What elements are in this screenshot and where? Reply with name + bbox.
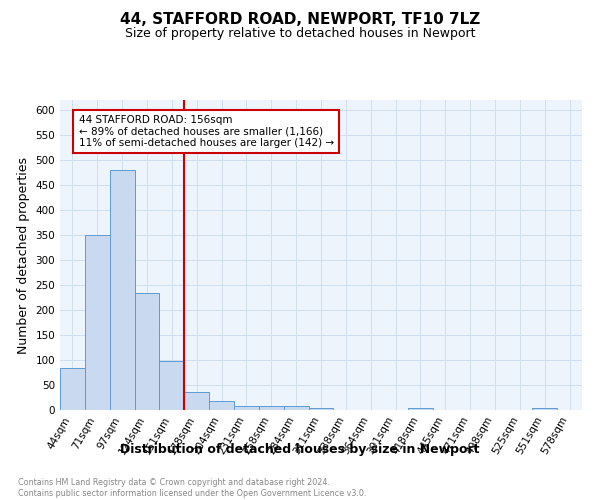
Text: Distribution of detached houses by size in Newport: Distribution of detached houses by size … <box>120 442 480 456</box>
Bar <box>209 401 234 410</box>
Text: Size of property relative to detached houses in Newport: Size of property relative to detached ho… <box>125 28 475 40</box>
Bar <box>184 392 209 410</box>
Bar <box>160 361 184 410</box>
Y-axis label: Number of detached properties: Number of detached properties <box>17 156 30 354</box>
Text: 44 STAFFORD ROAD: 156sqm
← 89% of detached houses are smaller (1,166)
11% of sem: 44 STAFFORD ROAD: 156sqm ← 89% of detach… <box>79 115 334 148</box>
Bar <box>284 406 308 410</box>
Bar <box>308 408 334 410</box>
Bar <box>259 406 284 410</box>
Bar <box>60 368 85 410</box>
Text: 44, STAFFORD ROAD, NEWPORT, TF10 7LZ: 44, STAFFORD ROAD, NEWPORT, TF10 7LZ <box>120 12 480 28</box>
Bar <box>110 170 134 410</box>
Bar <box>85 235 110 410</box>
Bar <box>134 292 160 410</box>
Bar <box>408 408 433 410</box>
Bar <box>234 406 259 410</box>
Bar <box>532 408 557 410</box>
Text: Contains HM Land Registry data © Crown copyright and database right 2024.
Contai: Contains HM Land Registry data © Crown c… <box>18 478 367 498</box>
